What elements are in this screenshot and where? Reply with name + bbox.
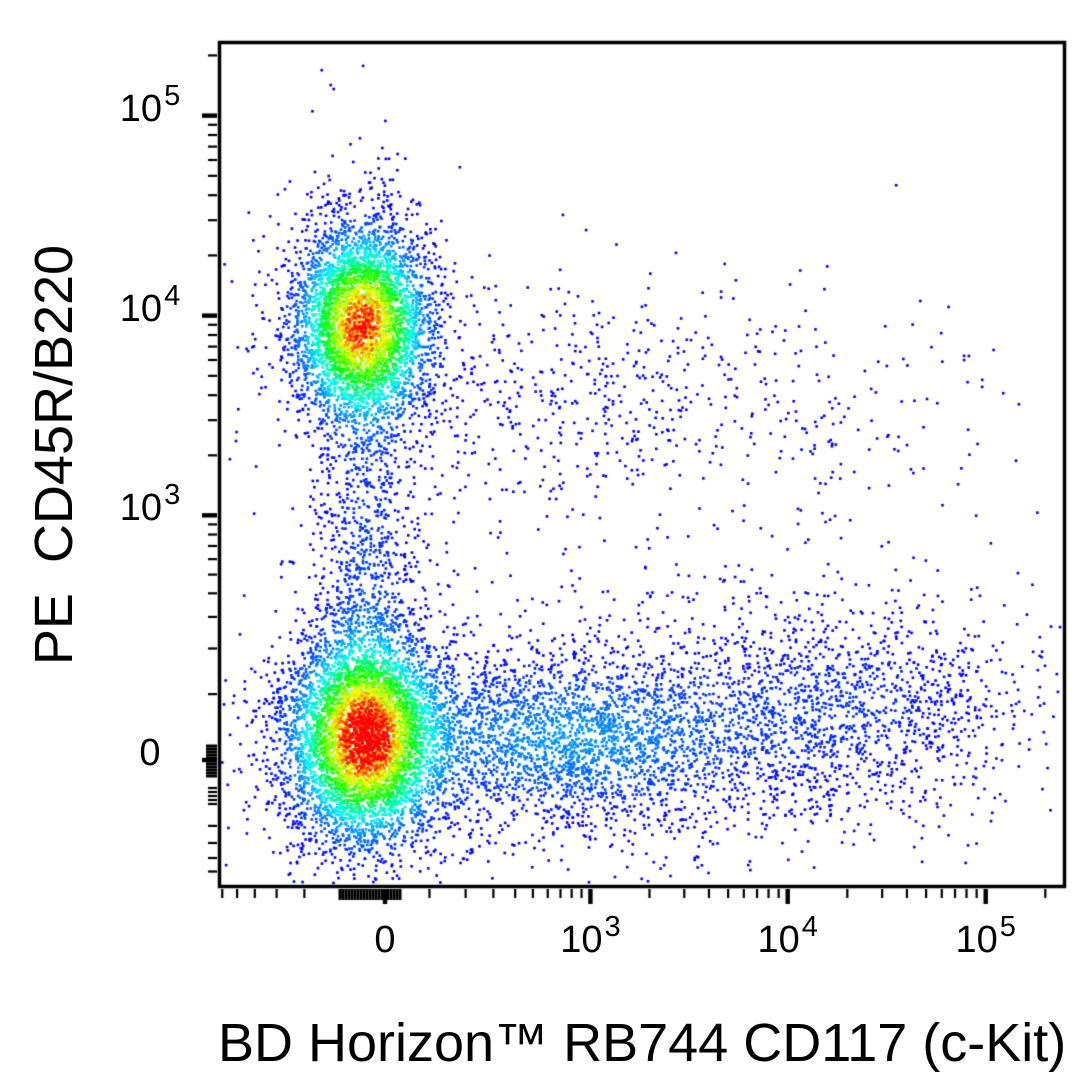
tick-base: 10: [560, 919, 603, 961]
tick-exponent: 4: [801, 911, 818, 943]
tick-base: 0: [374, 919, 396, 961]
y-tick-label: 103: [70, 479, 230, 530]
tick-exponent: 5: [999, 911, 1016, 943]
tick-exponent: 4: [164, 279, 181, 312]
x-tick-label: 104: [708, 911, 868, 962]
y-tick-label: 0: [70, 732, 230, 775]
tick-base: 10: [119, 487, 163, 530]
tick-exponent: 5: [164, 79, 181, 112]
x-axis-label: BD Horizon™ RB744 CD117 (c-Kit): [218, 1013, 1067, 1073]
tick-base: 10: [119, 287, 163, 330]
tick-exponent: 3: [164, 479, 181, 512]
tick-base: 10: [955, 919, 998, 961]
y-tick-label: 104: [70, 280, 230, 331]
tick-base: 0: [139, 732, 161, 774]
x-tick-label: 0: [305, 919, 465, 962]
x-tick-label: 105: [906, 911, 1066, 962]
y-tick-label: 105: [70, 80, 230, 131]
tick-base: 10: [757, 919, 800, 961]
tick-exponent: 3: [604, 911, 621, 943]
tick-base: 10: [119, 87, 163, 130]
x-tick-label: 103: [510, 911, 670, 962]
